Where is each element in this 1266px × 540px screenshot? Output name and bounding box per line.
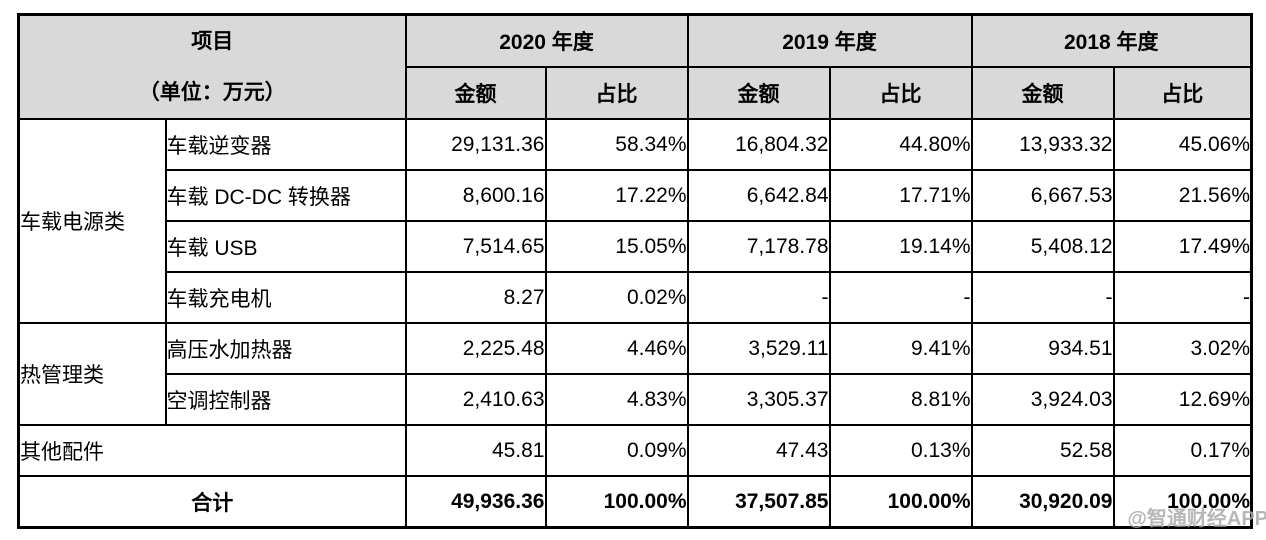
cell-amount-2020: 2,410.63	[404, 373, 547, 426]
header-amount-2018: 金额	[970, 66, 1115, 120]
revenue-by-product-table: 项目 （单位：万元） 2020 年度 2019 年度 2018 年度 金额 占比…	[17, 13, 1253, 529]
item-label: 高压水加热器	[164, 322, 407, 375]
total-label: 合计	[17, 475, 407, 529]
group-label-vehicle-power: 车载电源类	[17, 118, 167, 324]
cell-amount-2018: 6,667.53	[970, 169, 1115, 222]
cell-amount-2019: 6,642.84	[686, 169, 831, 222]
cell-total-ratio-2020: 100.00%	[544, 475, 689, 529]
cell-total-amount-2019: 37,507.85	[686, 475, 831, 529]
cell-ratio-2020: 17.22%	[544, 169, 689, 222]
header-row-years: 项目 （单位：万元） 2020 年度 2019 年度 2018 年度	[17, 13, 1253, 120]
table-header: 项目 （单位：万元） 2020 年度 2019 年度 2018 年度 金额 占比…	[17, 13, 1253, 120]
cell-amount-2020: 8,600.16	[404, 169, 547, 222]
cell-ratio-2020: 58.34%	[544, 118, 689, 171]
cell-total-amount-2018: 30,920.09	[970, 475, 1115, 529]
cell-ratio-2018: 21.56%	[1112, 169, 1253, 222]
header-item-unit-cell: 项目 （单位：万元）	[17, 13, 407, 120]
cell-total-amount-2020: 49,936.36	[404, 475, 547, 529]
cell-amount-2020: 2,225.48	[404, 322, 547, 375]
table-body: 车载电源类 车载逆变器 29,131.36 58.34% 16,804.32 4…	[17, 118, 1253, 529]
header-ratio-2019: 占比	[828, 66, 973, 120]
cell-amount-2018: 5,408.12	[970, 220, 1115, 273]
header-year-2019: 2019 年度	[686, 13, 973, 68]
cell-ratio-2019: 9.41%	[828, 322, 973, 375]
cell-ratio-2018: 12.69%	[1112, 373, 1253, 426]
cell-amount-2018: 52.58	[970, 424, 1115, 477]
cell-ratio-2019: 44.80%	[828, 118, 973, 171]
cell-amount-2019: 3,529.11	[686, 322, 831, 375]
table-row: 车载充电机 8.27 0.02% - - - -	[19, 271, 1253, 324]
cell-ratio-2019: 8.81%	[828, 373, 973, 426]
item-label: 车载 DC-DC 转换器	[164, 169, 407, 222]
cell-amount-2020: 45.81	[404, 424, 547, 477]
cell-amount-2019: -	[686, 271, 831, 324]
cell-amount-2020: 7,514.65	[404, 220, 547, 273]
header-item-label: 项目	[191, 30, 234, 53]
header-year-2018: 2018 年度	[970, 13, 1253, 68]
revenue-table-container: 项目 （单位：万元） 2020 年度 2019 年度 2018 年度 金额 占比…	[17, 13, 1253, 529]
table-row-total: 合计 49,936.36 100.00% 37,507.85 100.00% 3…	[17, 475, 1253, 529]
table-row: 其他配件 45.81 0.09% 47.43 0.13% 52.58 0.17%	[17, 424, 1253, 477]
cell-ratio-2018: 17.49%	[1112, 220, 1253, 273]
header-amount-2020: 金额	[404, 66, 547, 120]
header-unit-label: （单位：万元）	[138, 81, 286, 104]
cell-ratio-2020: 0.02%	[544, 271, 689, 324]
table-row: 车载电源类 车载逆变器 29,131.36 58.34% 16,804.32 4…	[17, 118, 1253, 324]
table-row: 空调控制器 2,410.63 4.83% 3,305.37 8.81% 3,92…	[19, 373, 1253, 426]
header-row-measures: 金额 占比 金额 占比 金额 占比	[19, 66, 1253, 120]
cell-amount-2018: 13,933.32	[970, 118, 1115, 171]
group-label-thermal: 热管理类	[17, 322, 167, 426]
header-ratio-2020: 占比	[544, 66, 689, 120]
cell-total-ratio-2018: 100.00%	[1112, 475, 1253, 529]
table-row: 车载 USB 7,514.65 15.05% 7,178.78 19.14% 5…	[19, 220, 1253, 273]
item-label: 车载充电机	[164, 271, 407, 324]
cell-total-ratio-2019: 100.00%	[828, 475, 973, 529]
item-label: 车载 USB	[164, 220, 407, 273]
item-label-other-parts: 其他配件	[17, 424, 407, 477]
header-year-2020: 2020 年度	[404, 13, 689, 68]
cell-amount-2019: 7,178.78	[686, 220, 831, 273]
table-row: 车载 DC-DC 转换器 8,600.16 17.22% 6,642.84 17…	[19, 169, 1253, 222]
header-amount-2019: 金额	[686, 66, 831, 120]
cell-ratio-2018: 45.06%	[1112, 118, 1253, 171]
cell-ratio-2018: 0.17%	[1112, 424, 1253, 477]
cell-ratio-2019: -	[828, 271, 973, 324]
cell-amount-2020: 8.27	[404, 271, 547, 324]
cell-ratio-2018: 3.02%	[1112, 322, 1253, 375]
header-ratio-2018: 占比	[1112, 66, 1253, 120]
cell-amount-2019: 3,305.37	[686, 373, 831, 426]
cell-amount-2019: 16,804.32	[686, 118, 831, 171]
item-label: 车载逆变器	[164, 118, 407, 171]
cell-ratio-2020: 15.05%	[544, 220, 689, 273]
cell-ratio-2019: 17.71%	[828, 169, 973, 222]
cell-amount-2019: 47.43	[686, 424, 831, 477]
cell-ratio-2019: 0.13%	[828, 424, 973, 477]
cell-amount-2018: -	[970, 271, 1115, 324]
cell-ratio-2018: -	[1112, 271, 1253, 324]
item-label: 空调控制器	[164, 373, 407, 426]
cell-amount-2018: 3,924.03	[970, 373, 1115, 426]
cell-ratio-2020: 4.83%	[544, 373, 689, 426]
cell-ratio-2020: 4.46%	[544, 322, 689, 375]
cell-amount-2020: 29,131.36	[404, 118, 547, 171]
table-row: 热管理类 高压水加热器 2,225.48 4.46% 3,529.11 9.41…	[17, 322, 1253, 426]
cell-amount-2018: 934.51	[970, 322, 1115, 375]
cell-ratio-2020: 0.09%	[544, 424, 689, 477]
cell-ratio-2019: 19.14%	[828, 220, 973, 273]
